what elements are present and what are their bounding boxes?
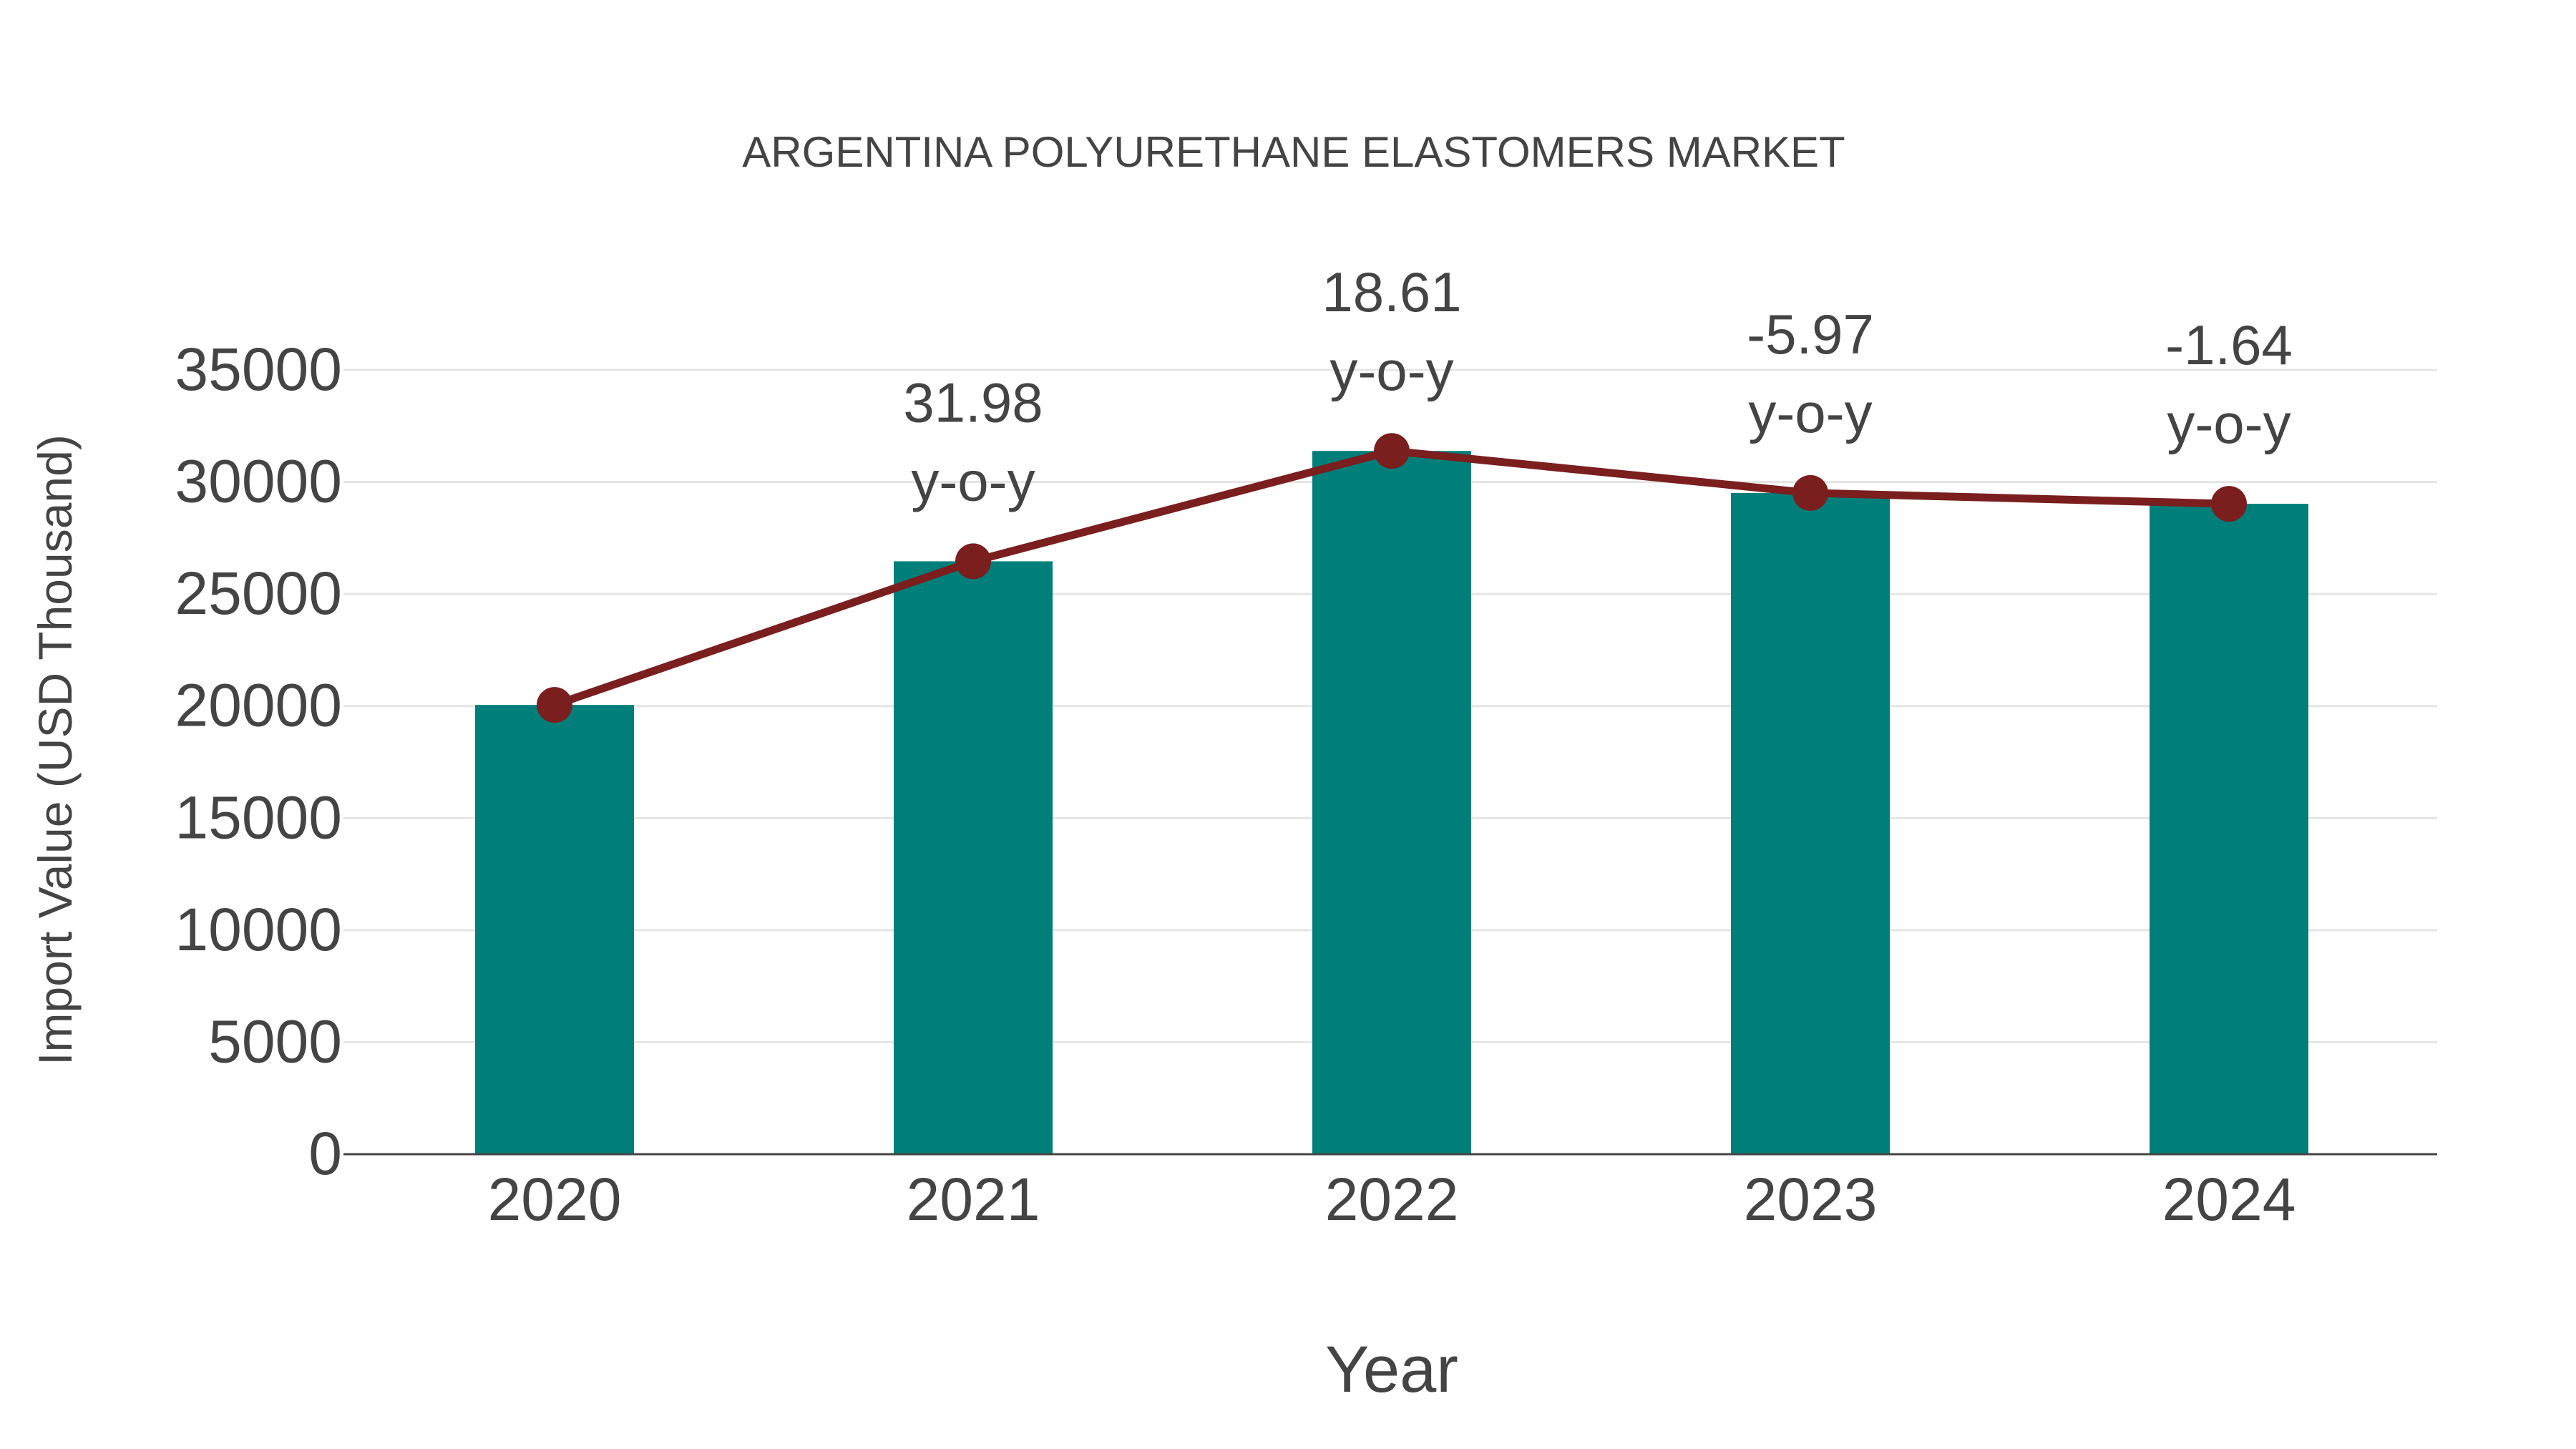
- yoy-suffix: y-o-y: [1330, 339, 1453, 402]
- bar-2022: [1312, 451, 1471, 1154]
- y-tick-label: 30000: [175, 448, 342, 515]
- y-tick-label: 10000: [175, 896, 342, 963]
- x-tick-label: 2023: [1744, 1166, 1878, 1233]
- trend-marker: [1792, 474, 1828, 511]
- y-tick-label: 25000: [175, 560, 342, 627]
- yoy-value: 31.98: [903, 371, 1043, 434]
- yoy-value: -1.64: [2165, 313, 2293, 376]
- x-axis-ticks: 2020 2021 2022 2023 2024: [488, 1166, 2296, 1233]
- y-tick-label: 15000: [175, 784, 342, 851]
- y-axis-title: Import Value (USD Thousand): [29, 434, 82, 1065]
- bar-2023: [1731, 492, 1890, 1154]
- y-tick-label: 20000: [175, 672, 342, 739]
- yoy-suffix: y-o-y: [911, 449, 1035, 512]
- x-axis-title: Year: [1325, 1333, 1458, 1406]
- trend-line: [537, 433, 2247, 723]
- trend-marker: [1374, 433, 1410, 469]
- yoy-suffix: y-o-y: [2167, 392, 2290, 455]
- x-tick-label: 2022: [1325, 1166, 1459, 1233]
- chart-title: ARGENTINA POLYURETHANE ELASTOMERS MARKET: [742, 128, 1845, 176]
- bar-2020: [475, 705, 634, 1154]
- bar-2021: [894, 561, 1053, 1154]
- trend-marker: [2211, 486, 2247, 522]
- bar-2024: [2150, 504, 2308, 1154]
- trend-marker: [955, 543, 991, 580]
- x-tick-label: 2020: [488, 1166, 622, 1233]
- bars: [475, 451, 2308, 1154]
- y-tick-label: 35000: [175, 336, 342, 403]
- yoy-annotations: y-o-y 31.98 y-o-y 18.61 y-o-y -5.97 y-o-y -1.64: [903, 260, 2293, 512]
- yoy-suffix: y-o-y: [1748, 381, 1872, 444]
- yoy-value: 18.61: [1322, 260, 1461, 323]
- y-tick-label: 0: [308, 1120, 342, 1187]
- y-tick-label: 5000: [208, 1008, 342, 1075]
- trend-marker: [537, 687, 572, 723]
- x-tick-label: 2024: [2162, 1166, 2296, 1233]
- x-tick-label: 2021: [907, 1166, 1040, 1233]
- y-axis-ticks: 0 5000 10000 15000 20000 25000 30000 35000: [175, 336, 342, 1187]
- yoy-value: -5.97: [1747, 303, 1874, 366]
